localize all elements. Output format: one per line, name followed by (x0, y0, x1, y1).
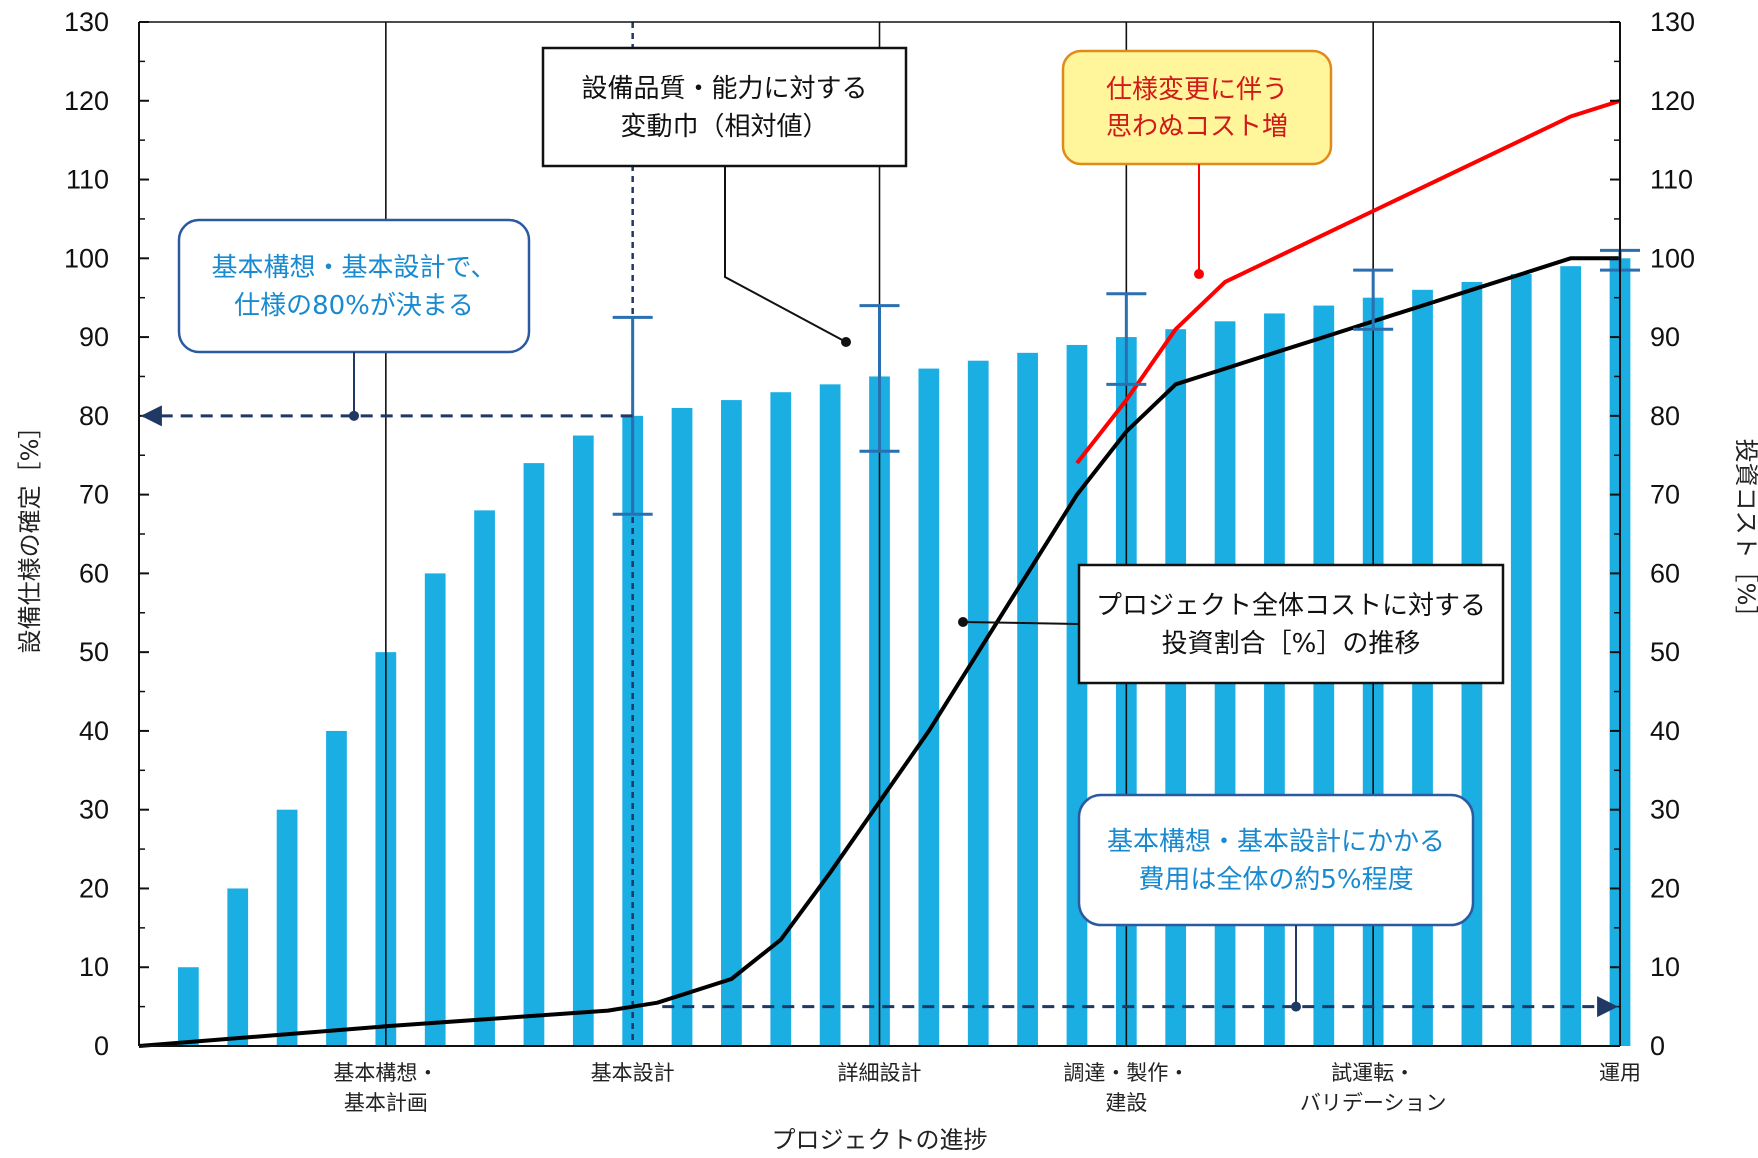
bar (326, 730, 347, 1046)
right-tick-label: 40 (1650, 716, 1680, 746)
investment_box-text: 投資割合［%］の推移 (1162, 629, 1421, 659)
cost_note_box-text: 基本構想・基本設計にかかる (1107, 827, 1445, 857)
cost-note-dot (1291, 1001, 1301, 1012)
bar (572, 435, 594, 1046)
bar (819, 384, 841, 1046)
phase-label: 試運転・ (1331, 1061, 1415, 1085)
y-axis-title-right: 投資コスト［%］ (1732, 439, 1758, 630)
bar (918, 368, 940, 1047)
spec-note-dot (349, 410, 359, 421)
phase-label: 基本構想・ (333, 1061, 438, 1085)
bar (1066, 344, 1088, 1046)
x-axis-title: プロジェクトの進捗 (772, 1126, 988, 1154)
investment_box-text: プロジェクト全体コストに対する (1096, 591, 1486, 621)
axes (138, 21, 1621, 1047)
phase-label: 建設 (1105, 1091, 1147, 1115)
right-tick-label: 30 (1650, 795, 1680, 825)
phase-label: 運用 (1599, 1061, 1641, 1085)
bar (1510, 274, 1532, 1046)
bar (1165, 329, 1187, 1046)
variation-dot (841, 337, 851, 347)
spec_note_box-text: 基本構想・基本設計で、 (212, 253, 497, 283)
bar (474, 510, 495, 1046)
right-tick-label: 10 (1650, 952, 1680, 982)
bar (1560, 266, 1582, 1047)
cost-increase-dot (1194, 269, 1204, 280)
investment-line (138, 256, 1620, 1048)
left-tick-label: 50 (79, 637, 109, 667)
left-tick-label: 0 (94, 1031, 109, 1061)
left-tick-label: 10 (79, 952, 109, 982)
bar (721, 400, 742, 1047)
left-tick-label: 30 (79, 795, 109, 825)
right-tick-label: 0 (1650, 1031, 1665, 1061)
line-series (138, 98, 1621, 1048)
left-tick-label: 40 (79, 716, 109, 746)
left-tick-label: 130 (64, 7, 109, 37)
bar (227, 888, 249, 1046)
bar (1017, 352, 1038, 1046)
phase-label: 詳細設計 (838, 1061, 922, 1085)
cost_note_box-frame (1077, 793, 1475, 927)
variation_box-text: 設備品質・能力に対する (581, 74, 867, 104)
right-tick-label: 70 (1650, 480, 1680, 510)
bar (770, 392, 792, 1046)
cost_increase_box-frame (1061, 49, 1333, 166)
right-tick-label: 50 (1650, 637, 1680, 667)
right-tick-label: 130 (1650, 7, 1695, 37)
bar (424, 573, 446, 1046)
left-tick-label: 80 (79, 401, 109, 431)
variation_box-text: 変動巾（相対値） (620, 112, 828, 142)
right-tick-label: 120 (1650, 86, 1695, 116)
bar (177, 967, 199, 1046)
right-tick-label: 60 (1650, 558, 1680, 588)
phase-label: 基本設計 (591, 1061, 675, 1085)
left-tick-label: 100 (64, 243, 109, 273)
left-tick-label: 20 (79, 873, 109, 903)
phase-label: 調達・製作・ (1063, 1061, 1189, 1085)
cost_increase_box-text: 仕様変更に伴う (1106, 75, 1288, 105)
investment-leader (962, 621, 1080, 625)
y-axis-title-left: 設備仕様の確定［%］ (16, 415, 44, 654)
phase-label: バリデーション (1300, 1091, 1447, 1115)
right-tick-label: 20 (1650, 873, 1680, 903)
bar (671, 407, 693, 1046)
right-tick-label: 100 (1650, 243, 1695, 273)
phase-label: 基本計画 (344, 1091, 428, 1115)
right-tick-label: 110 (1650, 165, 1693, 195)
investment_box-frame (1077, 563, 1505, 685)
investment-dot (958, 617, 968, 627)
right-tick-label: 80 (1650, 401, 1680, 431)
left-tick-label: 120 (64, 86, 109, 116)
bar (523, 463, 545, 1047)
bar (967, 360, 989, 1046)
cost_increase_box-text: 思わぬコスト増 (1106, 112, 1288, 142)
left-tick-label: 60 (79, 558, 109, 588)
tick-labels: 基本構想・基本計画 基本設計 詳細設計 調達・製作・建設 試運転・バリデーション 運用 0 0… (16, 7, 1758, 1154)
left-tick-label: 110 (66, 165, 109, 195)
variation-leader (724, 166, 847, 343)
right-tick-label: 90 (1650, 322, 1680, 352)
bar (276, 809, 298, 1046)
variation_box-frame (541, 46, 908, 168)
spec_note_box-text: 仕様の80%が決まる (234, 291, 474, 321)
cost_note_box-text: 費用は全体の約5%程度 (1138, 865, 1413, 895)
spec_note_box-frame (177, 218, 531, 354)
left-tick-label: 90 (79, 322, 109, 352)
cost-increase-line (1075, 98, 1621, 465)
left-tick-label: 70 (79, 480, 109, 510)
